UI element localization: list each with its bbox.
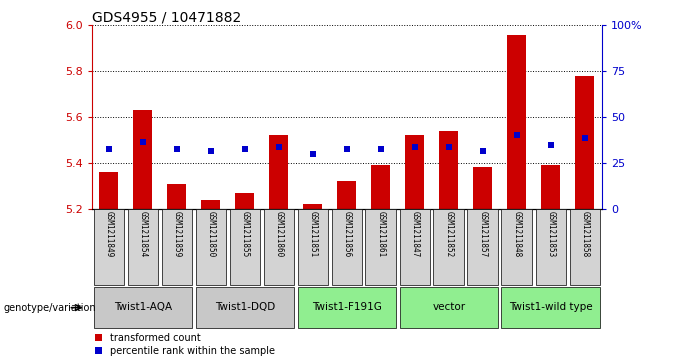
Bar — [201, 200, 220, 209]
Text: GSM1211857: GSM1211857 — [478, 211, 488, 257]
Bar — [365, 209, 396, 285]
Text: Twist1-AQA: Twist1-AQA — [114, 302, 172, 312]
Bar — [162, 209, 192, 285]
Text: GSM1211849: GSM1211849 — [104, 211, 114, 257]
Text: GSM1211852: GSM1211852 — [444, 211, 454, 257]
Text: Twist1-DQD: Twist1-DQD — [215, 302, 275, 312]
Text: genotype/variation: genotype/variation — [3, 303, 96, 313]
Text: GSM1211851: GSM1211851 — [308, 211, 318, 257]
Text: GSM1211856: GSM1211856 — [342, 211, 352, 257]
Legend: transformed count, percentile rank within the sample: transformed count, percentile rank withi… — [93, 331, 277, 358]
Bar — [269, 135, 288, 209]
Bar — [303, 204, 322, 209]
Bar — [196, 287, 294, 328]
Text: GSM1211855: GSM1211855 — [240, 211, 250, 257]
Bar — [473, 167, 492, 209]
Bar — [507, 34, 526, 209]
Text: GSM1211854: GSM1211854 — [138, 211, 148, 257]
Text: GDS4955 / 10471882: GDS4955 / 10471882 — [92, 10, 241, 24]
Text: GSM1211850: GSM1211850 — [206, 211, 216, 257]
Bar — [94, 287, 192, 328]
Bar — [467, 209, 498, 285]
Text: GSM1211860: GSM1211860 — [274, 211, 284, 257]
Bar — [94, 209, 124, 285]
Bar — [501, 287, 600, 328]
Bar — [298, 209, 328, 285]
Bar — [99, 172, 118, 209]
Text: GSM1211859: GSM1211859 — [172, 211, 182, 257]
Bar — [434, 209, 464, 285]
Bar — [541, 165, 560, 209]
Bar — [400, 209, 430, 285]
Bar — [405, 135, 424, 209]
Bar — [400, 287, 498, 328]
Bar — [264, 209, 294, 285]
Text: GSM1211847: GSM1211847 — [410, 211, 420, 257]
Bar — [439, 131, 458, 209]
Bar — [230, 209, 260, 285]
Bar — [235, 193, 254, 209]
Text: Twist1-wild type: Twist1-wild type — [509, 302, 592, 312]
Text: GSM1211861: GSM1211861 — [376, 211, 386, 257]
Bar — [570, 209, 600, 285]
Text: vector: vector — [432, 302, 465, 312]
Text: GSM1211848: GSM1211848 — [512, 211, 522, 257]
Text: GSM1211853: GSM1211853 — [546, 211, 556, 257]
Bar — [501, 209, 532, 285]
Bar — [167, 184, 186, 209]
Bar — [196, 209, 226, 285]
Bar — [128, 209, 158, 285]
Bar — [298, 287, 396, 328]
Bar — [536, 209, 566, 285]
Bar — [337, 181, 356, 209]
Bar — [332, 209, 362, 285]
Bar — [371, 165, 390, 209]
Bar — [575, 76, 594, 209]
Text: Twist1-F191G: Twist1-F191G — [312, 302, 381, 312]
Bar — [133, 110, 152, 209]
Text: GSM1211858: GSM1211858 — [580, 211, 590, 257]
